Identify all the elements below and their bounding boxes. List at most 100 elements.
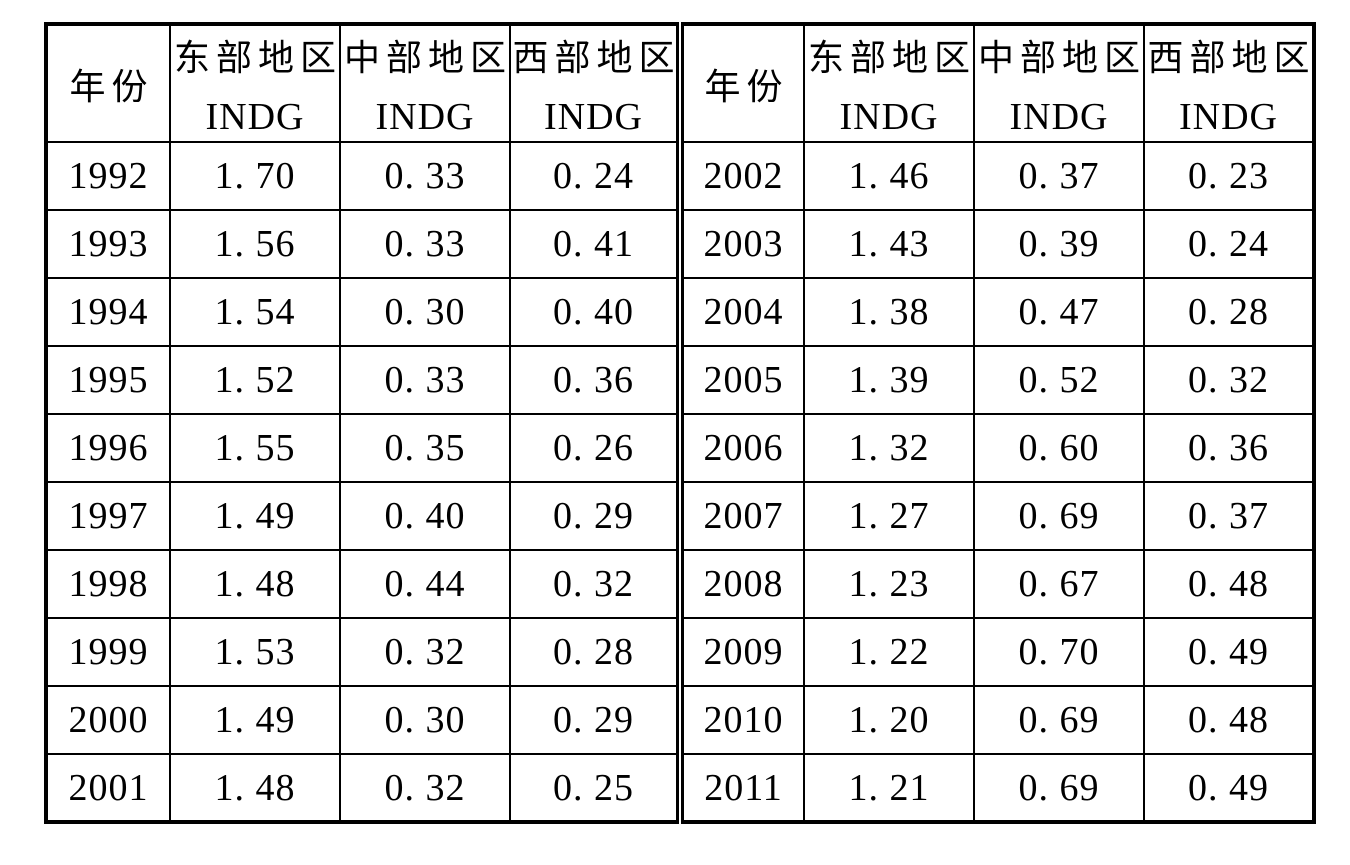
value-cell: 0. 25 [509, 753, 681, 823]
value-cell: 0. 40 [509, 277, 681, 347]
value-cell: 1. 52 [169, 345, 341, 415]
value-cell: 0. 32 [509, 549, 681, 619]
year-cell: 2010 [676, 685, 805, 755]
value-cell: 0. 32 [1143, 345, 1315, 415]
table-row: 1993 1. 56 0. 33 0. 41 2003 1. 43 0. 39 … [45, 209, 1315, 279]
value-cell: 1. 56 [169, 209, 341, 279]
table-row: 1994 1. 54 0. 30 0. 40 2004 1. 38 0. 47 … [45, 277, 1315, 347]
header-central-right-indicator: INDG [1009, 95, 1109, 138]
value-cell: 0. 39 [973, 209, 1145, 279]
value-cell: 0. 70 [973, 617, 1145, 687]
header-west-left-region: 西部地区 [512, 37, 680, 78]
year-cell: 1999 [45, 617, 171, 687]
header-central-right-region: 中部地区 [978, 37, 1144, 78]
value-cell: 0. 49 [1143, 753, 1315, 823]
year-cell: 2009 [676, 617, 805, 687]
header-east-right-indicator: INDG [839, 95, 939, 138]
header-east-right: 东部地区 INDG [803, 23, 975, 143]
value-cell: 0. 29 [509, 685, 681, 755]
header-east-right-region: 东部地区 [808, 37, 974, 78]
year-cell: 2008 [676, 549, 805, 619]
table-row: 1995 1. 52 0. 33 0. 36 2005 1. 39 0. 52 … [45, 345, 1315, 415]
header-east-left-region: 东部地区 [174, 37, 340, 78]
value-cell: 0. 69 [973, 481, 1145, 551]
value-cell: 0. 67 [973, 549, 1145, 619]
header-row: 年份 东部地区 INDG 中部地区 INDG 西部地区 INDG 年份 [45, 23, 1315, 143]
header-west-left: 西部地区 INDG [509, 23, 681, 143]
table-row: 1996 1. 55 0. 35 0. 26 2006 1. 32 0. 60 … [45, 413, 1315, 483]
value-cell: 0. 32 [339, 617, 511, 687]
value-cell: 1. 27 [803, 481, 975, 551]
value-cell: 1. 38 [803, 277, 975, 347]
value-cell: 0. 41 [509, 209, 681, 279]
value-cell: 1. 48 [169, 753, 341, 823]
year-cell: 1994 [45, 277, 171, 347]
value-cell: 0. 23 [1143, 141, 1315, 211]
header-central-left: 中部地区 INDG [339, 23, 511, 143]
table-row: 1998 1. 48 0. 44 0. 32 2008 1. 23 0. 67 … [45, 549, 1315, 619]
header-year-right: 年份 [676, 23, 805, 143]
year-cell: 2001 [45, 753, 171, 823]
year-cell: 1996 [45, 413, 171, 483]
table-row: 2000 1. 49 0. 30 0. 29 2010 1. 20 0. 69 … [45, 685, 1315, 755]
year-cell: 2006 [676, 413, 805, 483]
value-cell: 0. 49 [1143, 617, 1315, 687]
value-cell: 0. 52 [973, 345, 1145, 415]
year-cell: 1995 [45, 345, 171, 415]
value-cell: 0. 30 [339, 277, 511, 347]
value-cell: 1. 48 [169, 549, 341, 619]
value-cell: 0. 37 [1143, 481, 1315, 551]
year-cell: 2004 [676, 277, 805, 347]
value-cell: 1. 54 [169, 277, 341, 347]
value-cell: 1. 43 [803, 209, 975, 279]
year-cell: 2000 [45, 685, 171, 755]
value-cell: 0. 36 [509, 345, 681, 415]
value-cell: 1. 20 [803, 685, 975, 755]
header-west-left-indicator: INDG [544, 95, 643, 138]
year-cell: 1998 [45, 549, 171, 619]
value-cell: 0. 47 [973, 277, 1145, 347]
value-cell: 1. 70 [169, 141, 341, 211]
table-row: 1999 1. 53 0. 32 0. 28 2009 1. 22 0. 70 … [45, 617, 1315, 687]
year-cell: 2011 [676, 753, 805, 823]
value-cell: 0. 30 [339, 685, 511, 755]
value-cell: 1. 23 [803, 549, 975, 619]
value-cell: 0. 33 [339, 141, 511, 211]
value-cell: 1. 22 [803, 617, 975, 687]
value-cell: 0. 33 [339, 209, 511, 279]
value-cell: 0. 36 [1143, 413, 1315, 483]
value-cell: 0. 24 [509, 141, 681, 211]
table-row: 1997 1. 49 0. 40 0. 29 2007 1. 27 0. 69 … [45, 481, 1315, 551]
header-central-left-indicator: INDG [375, 95, 475, 138]
year-cell: 2002 [676, 141, 805, 211]
header-west-right-indicator: INDG [1179, 95, 1278, 138]
header-central-left-region: 中部地区 [344, 37, 510, 78]
value-cell: 0. 44 [339, 549, 511, 619]
value-cell: 0. 69 [973, 753, 1145, 823]
year-cell: 1992 [45, 141, 171, 211]
year-cell: 2007 [676, 481, 805, 551]
value-cell: 0. 32 [339, 753, 511, 823]
value-cell: 1. 39 [803, 345, 975, 415]
header-central-right: 中部地区 INDG [973, 23, 1145, 143]
value-cell: 1. 32 [803, 413, 975, 483]
table-row: 2001 1. 48 0. 32 0. 25 2011 1. 21 0. 69 … [45, 753, 1315, 823]
value-cell: 1. 49 [169, 481, 341, 551]
header-east-left-indicator: INDG [205, 95, 305, 138]
value-cell: 0. 60 [973, 413, 1145, 483]
header-west-right-region: 西部地区 [1147, 37, 1314, 78]
value-cell: 0. 35 [339, 413, 511, 483]
value-cell: 0. 29 [509, 481, 681, 551]
value-cell: 0. 69 [973, 685, 1145, 755]
value-cell: 0. 28 [1143, 277, 1315, 347]
value-cell: 0. 48 [1143, 549, 1315, 619]
value-cell: 0. 26 [509, 413, 681, 483]
value-cell: 0. 37 [973, 141, 1145, 211]
value-cell: 1. 55 [169, 413, 341, 483]
value-cell: 0. 24 [1143, 209, 1315, 279]
value-cell: 0. 48 [1143, 685, 1315, 755]
year-cell: 2005 [676, 345, 805, 415]
year-cell: 1993 [45, 209, 171, 279]
value-cell: 0. 33 [339, 345, 511, 415]
value-cell: 1. 21 [803, 753, 975, 823]
